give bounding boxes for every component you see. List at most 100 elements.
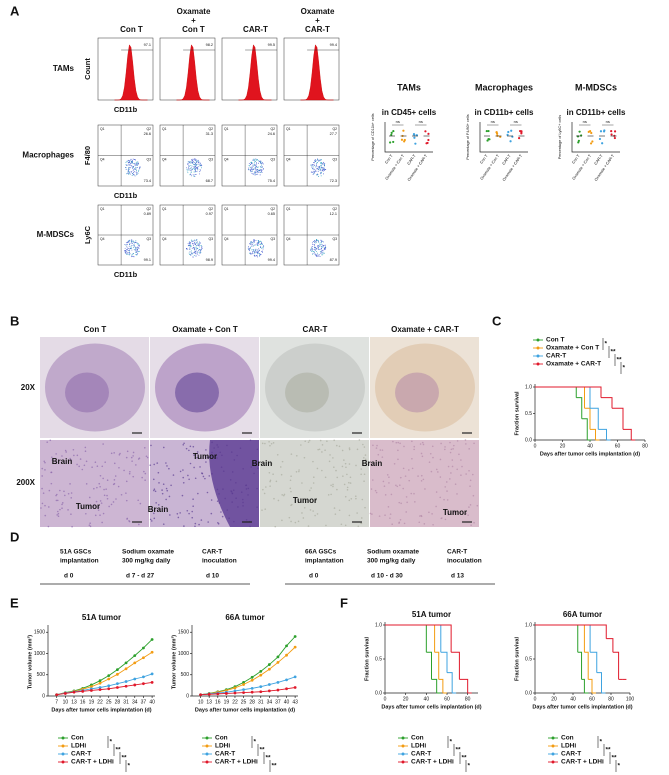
cell [346, 486, 349, 489]
cell [439, 496, 442, 499]
sample-dot [390, 133, 393, 137]
event-dot [192, 160, 194, 162]
legend-marker [551, 736, 555, 740]
cell [114, 475, 117, 477]
event-dot [253, 250, 254, 252]
x-tick-label: 60 [444, 696, 450, 702]
cell [146, 456, 149, 459]
cell [117, 485, 120, 488]
cell [290, 475, 292, 478]
cell [303, 456, 306, 459]
event-dot [252, 168, 254, 170]
cell [42, 492, 45, 494]
cell [348, 463, 351, 465]
event-dot [251, 246, 253, 248]
event-dot [254, 251, 256, 253]
legend-marker [205, 744, 209, 748]
event-dot [249, 170, 251, 172]
event-dot [254, 172, 256, 174]
cell [128, 472, 131, 475]
event-dot [190, 250, 192, 252]
event-dot [127, 247, 129, 249]
event-dot [321, 249, 323, 251]
cell [468, 448, 470, 450]
x-tick-label: 100 [626, 696, 635, 702]
survival-step [535, 624, 585, 653]
cell [279, 466, 282, 468]
cell [454, 483, 457, 486]
cell [391, 523, 393, 526]
event-dot [190, 175, 192, 177]
event-dot [125, 249, 127, 251]
event-dot [190, 171, 192, 173]
cell [444, 446, 446, 448]
data-point [293, 645, 297, 649]
x-tick-label: 16 [215, 699, 221, 705]
event-dot [314, 245, 316, 247]
sample-dot [427, 138, 430, 142]
event-dot [324, 169, 326, 171]
quadrant-name: Q1 [224, 127, 229, 131]
cell [210, 512, 213, 515]
survival-step [447, 672, 453, 693]
event-dot [257, 167, 259, 169]
cell [186, 509, 189, 512]
cell [377, 453, 380, 456]
gate-value: 97.1 [144, 43, 151, 47]
cell [261, 509, 263, 511]
quadrant-name: Q4 [224, 237, 229, 241]
cell [445, 481, 448, 483]
cell [408, 479, 411, 482]
cell [397, 449, 399, 452]
region-label: Brain [362, 459, 383, 468]
cell [143, 470, 145, 473]
cell [138, 523, 140, 526]
cell [354, 495, 357, 498]
cell [72, 448, 75, 451]
legend-label: CAR-T + LDHi [215, 759, 258, 766]
cell [452, 448, 454, 450]
event-dot [315, 240, 317, 242]
x-tick-label: 0 [384, 696, 387, 702]
quadrant-name: Q1 [162, 207, 167, 211]
event-dot [315, 174, 317, 176]
tumor-region [175, 372, 219, 413]
panel-label: A [10, 3, 20, 18]
y-tick-label: 1000 [178, 651, 189, 657]
cell [321, 444, 324, 446]
cell [149, 464, 152, 466]
cell [101, 465, 104, 468]
data-point [133, 654, 137, 658]
event-dot [196, 163, 198, 165]
cell [333, 439, 335, 442]
data-point [150, 681, 154, 684]
event-dot [325, 246, 326, 248]
cell [344, 495, 347, 498]
cell [272, 473, 274, 476]
event-dot [189, 254, 191, 256]
event-dot [134, 250, 136, 252]
cell [59, 508, 61, 511]
event-dot [135, 163, 137, 165]
event-dot [135, 251, 137, 253]
axis-label: F4/80 [83, 146, 92, 165]
cell [464, 439, 467, 441]
cell [345, 466, 347, 469]
data-point [250, 675, 254, 679]
event-dot [126, 172, 128, 174]
y-tick-label: 500 [37, 672, 46, 678]
cell [435, 491, 438, 493]
event-dot [199, 173, 201, 175]
quadrant-value: 27.7 [330, 132, 337, 136]
cell [439, 458, 442, 461]
event-dot [324, 162, 326, 164]
data-point [259, 685, 263, 689]
event-dot [255, 171, 257, 173]
event-dot [320, 159, 322, 161]
column-header: + [315, 16, 320, 25]
axis [534, 622, 630, 694]
cell [431, 513, 433, 515]
data-point [116, 686, 119, 689]
cell [115, 498, 117, 500]
cell [67, 492, 70, 495]
